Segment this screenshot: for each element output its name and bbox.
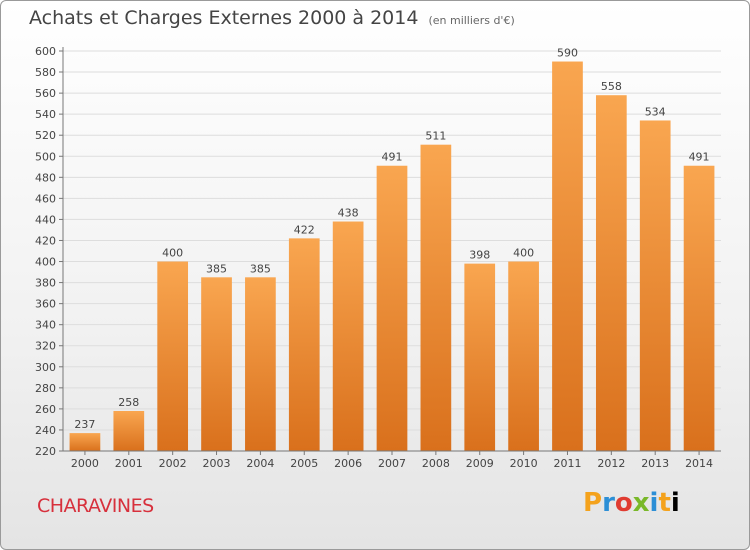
commune-name: CHARAVINES <box>37 495 154 517</box>
bar <box>113 411 145 451</box>
x-tick-label: 2000 <box>71 457 99 470</box>
bar <box>464 263 496 451</box>
proxiti-logo: Proxiti <box>583 488 680 518</box>
x-tick-label: 2007 <box>378 457 406 470</box>
x-tick-label: 2002 <box>159 457 187 470</box>
bar-value-label: 534 <box>645 105 666 118</box>
bar-value-label: 400 <box>513 247 534 260</box>
x-tick-label: 2008 <box>422 457 450 470</box>
bar <box>552 61 583 452</box>
bar-value-label: 385 <box>206 262 227 275</box>
y-tick-label: 260 <box>35 403 56 416</box>
chart-unit: (en milliers d'€) <box>428 14 515 27</box>
y-tick-label: 420 <box>35 234 56 247</box>
bar-value-label: 400 <box>162 247 183 260</box>
axes: 220 240 260 280 300 320 340 360 380 400 420 440 460 4… <box>35 45 721 470</box>
y-tick-label: 520 <box>35 129 56 142</box>
chart-title: Achats et Charges Externes 2000 à 2014 (e… <box>29 7 515 29</box>
x-tick-label: 2009 <box>466 457 494 470</box>
bar-value-label: 422 <box>294 223 315 236</box>
y-tick-label: 400 <box>35 256 56 269</box>
y-tick-label: 240 <box>35 424 56 437</box>
bar <box>245 277 276 451</box>
y-tick-label: 220 <box>35 445 56 458</box>
bar <box>508 261 539 451</box>
bar-value-label: 558 <box>601 80 622 93</box>
bar <box>376 165 408 451</box>
x-tick-label: 2004 <box>246 457 274 470</box>
x-tick-label: 2014 <box>685 457 713 470</box>
y-tick-label: 440 <box>35 213 56 226</box>
bar <box>595 95 627 452</box>
bar-value-label: 511 <box>425 130 446 143</box>
y-tick-label: 340 <box>35 319 56 332</box>
bar-value-label: 491 <box>689 151 710 164</box>
y-tick-label: 320 <box>35 340 56 353</box>
bar <box>683 165 715 451</box>
y-tick-label: 500 <box>35 150 56 163</box>
bars: 237 258 400 385 385 422 438 491 511 398 400 590 558 5… <box>69 47 715 452</box>
y-tick-label: 280 <box>35 382 56 395</box>
y-tick-label: 580 <box>35 66 56 79</box>
x-tick-label: 2010 <box>510 457 538 470</box>
bar <box>332 221 364 451</box>
chart-title-text: Achats et Charges Externes 2000 à 2014 <box>29 7 419 29</box>
bar-value-label: 385 <box>250 262 271 275</box>
x-tick-label: 2006 <box>334 457 362 470</box>
y-tick-label: 480 <box>35 171 56 184</box>
bar <box>201 277 232 451</box>
bar-value-label: 237 <box>74 418 95 431</box>
bar-value-label: 590 <box>557 47 578 60</box>
x-tick-label: 2003 <box>203 457 231 470</box>
bar <box>157 261 189 451</box>
bar-value-label: 258 <box>118 396 139 409</box>
x-tick-label: 2005 <box>290 457 318 470</box>
bar <box>69 433 101 451</box>
bar <box>288 238 320 451</box>
x-tick-label: 2001 <box>115 457 143 470</box>
y-tick-label: 600 <box>35 45 56 58</box>
y-tick-label: 300 <box>35 361 56 374</box>
bar-value-label: 491 <box>382 151 403 164</box>
y-tick-label: 460 <box>35 192 56 205</box>
x-tick-label: 2012 <box>597 457 625 470</box>
bar-value-label: 438 <box>338 207 359 220</box>
y-tick-label: 360 <box>35 298 56 311</box>
bar <box>420 144 452 451</box>
y-tick-label: 380 <box>35 277 56 290</box>
x-tick-label: 2013 <box>641 457 669 470</box>
y-tick-label: 540 <box>35 108 56 121</box>
bar-value-label: 398 <box>469 249 490 262</box>
y-tick-label: 560 <box>35 87 56 100</box>
x-tick-label: 2011 <box>553 457 581 470</box>
bar <box>639 120 671 451</box>
